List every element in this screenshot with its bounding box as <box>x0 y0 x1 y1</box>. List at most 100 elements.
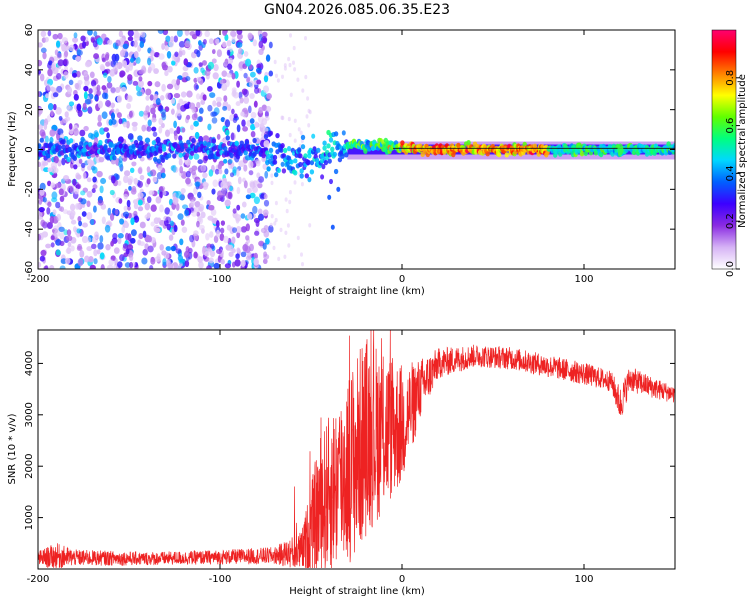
noise-blob <box>194 181 201 187</box>
noise-blob <box>52 103 57 111</box>
noise-blob <box>59 206 65 212</box>
colorbar-tick-label: 0.8 <box>725 70 736 86</box>
noise-blob <box>144 137 151 144</box>
noise-blob <box>212 100 217 107</box>
noise-blob <box>159 244 164 251</box>
noise-blob <box>243 96 250 104</box>
noise-blob <box>38 161 42 168</box>
noise-blob <box>147 235 152 243</box>
noise-blob <box>86 200 91 208</box>
noise-blob <box>207 85 213 92</box>
band-blob <box>304 173 309 179</box>
noise-blob <box>138 76 143 82</box>
noise-blob <box>262 258 268 264</box>
noise-blob <box>243 164 248 172</box>
noise-blob <box>213 235 219 244</box>
noise-blob <box>130 237 136 244</box>
noise-blob <box>257 182 263 189</box>
noise-blob <box>94 95 98 101</box>
noise-blob <box>147 119 152 127</box>
noise-blob <box>137 192 144 199</box>
noise-blob <box>259 122 264 128</box>
noise-blob <box>89 264 96 269</box>
isolated-blob <box>327 194 332 200</box>
y-tick-label: 4000 <box>24 351 35 376</box>
noise-blob <box>279 227 283 233</box>
noise-blob <box>47 68 53 77</box>
band-blob <box>300 134 306 140</box>
noise-blob <box>119 39 124 48</box>
noise-blob <box>296 77 300 82</box>
noise-blob <box>293 138 297 143</box>
noise-blob <box>300 252 303 257</box>
noise-blob <box>226 72 233 78</box>
noise-blob <box>175 248 182 254</box>
noise-blob <box>68 44 75 52</box>
noise-blob <box>38 69 42 75</box>
noise-blob <box>43 122 48 131</box>
noise-blob <box>262 242 267 250</box>
band-blob <box>298 153 303 159</box>
noise-blob <box>235 214 242 222</box>
noise-blob <box>113 247 120 254</box>
noise-blob <box>193 82 199 91</box>
noise-blob <box>45 93 49 99</box>
noise-blob <box>235 253 240 260</box>
x-tick-label: -100 <box>209 574 232 585</box>
colorbar: 0.0 0.2 0.4 0.6 0.8 Normalized spectral ampl… <box>711 29 748 277</box>
noise-blob <box>162 64 169 71</box>
noise-blob <box>289 33 292 38</box>
noise-blob <box>277 256 281 262</box>
noise-blob <box>110 112 116 121</box>
noise-blob <box>168 210 173 217</box>
noise-blob <box>278 153 282 159</box>
noise-blob <box>88 88 93 94</box>
noise-blob <box>222 105 228 111</box>
noise-blob <box>262 37 267 44</box>
band-blob <box>109 142 115 148</box>
band-blob <box>332 151 337 157</box>
noise-blob <box>128 185 132 191</box>
noise-blob <box>56 52 62 59</box>
noise-blob <box>42 161 49 166</box>
noise-blob <box>223 95 228 102</box>
noise-blob <box>221 83 228 92</box>
noise-blob <box>181 49 186 56</box>
noise-blob <box>129 254 134 262</box>
noise-blob <box>220 180 227 189</box>
noise-blob <box>73 32 78 39</box>
noise-blob <box>247 32 253 40</box>
noise-blob <box>125 120 130 129</box>
noise-blob <box>136 91 143 97</box>
noise-blob <box>208 38 214 45</box>
noise-blob <box>254 121 259 128</box>
noise-blob <box>168 234 174 241</box>
noise-blob <box>150 50 155 57</box>
noise-blob <box>146 166 151 173</box>
noise-blob <box>209 92 216 98</box>
noise-blob <box>86 191 93 198</box>
noise-blob <box>225 129 230 136</box>
noise-blob <box>216 49 222 58</box>
noise-blob <box>125 248 130 255</box>
noise-blob <box>219 233 225 242</box>
noise-blob <box>68 123 73 130</box>
noise-blob <box>132 199 139 205</box>
noise-blob <box>70 245 75 252</box>
noise-blob <box>167 65 173 73</box>
noise-blob <box>293 118 297 124</box>
noise-blob <box>154 81 161 88</box>
band-blob <box>330 146 335 152</box>
noise-blob <box>93 258 98 265</box>
noise-blob <box>195 93 201 100</box>
noise-blob <box>161 83 166 92</box>
noise-blob <box>77 109 83 118</box>
noise-blob <box>180 219 185 226</box>
band-blob <box>309 160 315 166</box>
noise-blob <box>178 158 183 166</box>
noise-blob <box>173 224 178 233</box>
noise-blob <box>38 91 41 97</box>
noise-blob <box>200 211 206 219</box>
noise-blob <box>93 130 99 138</box>
noise-blob <box>162 190 167 196</box>
